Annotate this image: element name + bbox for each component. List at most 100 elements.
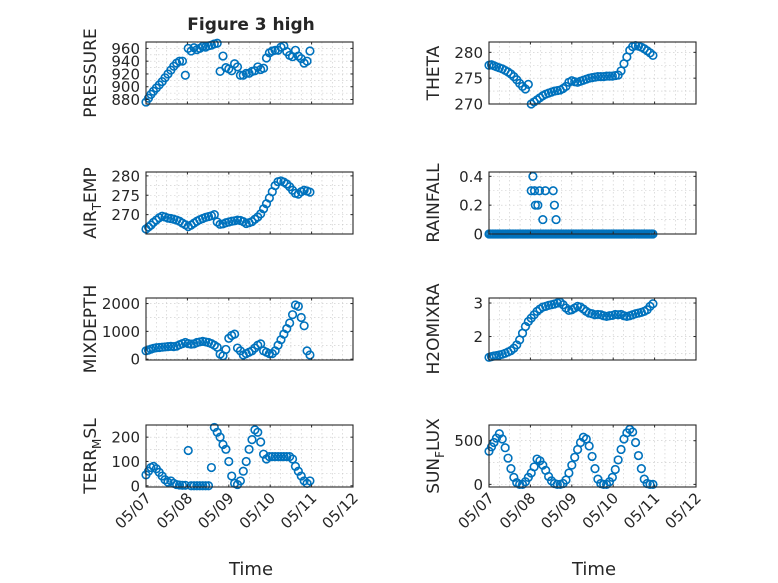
y-axis-label-main: AIR (81, 210, 101, 239)
y-tick-label: 275 (454, 70, 483, 88)
y-axis-label-rest: LUX (424, 418, 444, 451)
tick-marks (488, 298, 697, 360)
y-tick-label: 270 (111, 206, 140, 224)
data-point (633, 450, 644, 461)
y-tick-label: 100 (111, 453, 140, 471)
data-point (241, 68, 251, 78)
y-axis-label: MIXDEPTH (81, 285, 101, 374)
data-point (276, 452, 286, 462)
data-point (596, 72, 606, 82)
tick-marks (145, 172, 354, 234)
axes-box (145, 171, 354, 235)
y-tick-label: 0 (130, 351, 140, 369)
x-tick-label: 05/10 (579, 489, 622, 532)
x-tick-label: 05/11 (620, 489, 663, 532)
data-point (285, 318, 295, 328)
data-point (235, 70, 245, 80)
y-axis-label-main: TERR (81, 449, 101, 495)
x-tick-label: 05/07 (112, 489, 155, 532)
data-point (267, 452, 277, 462)
data-point (143, 222, 154, 232)
data-series (141, 38, 315, 107)
data-point (221, 444, 231, 454)
data-point (282, 452, 292, 462)
data-point (238, 466, 248, 476)
tick-marks (488, 42, 697, 105)
y-axis-label-subscript: F (433, 451, 447, 458)
data-point (247, 434, 257, 445)
y-tick-label: 0 (130, 477, 140, 495)
tick-marks (145, 425, 354, 487)
data-point (604, 71, 615, 81)
data-point (551, 214, 561, 225)
tick-marks (488, 172, 697, 235)
grid-lines (488, 42, 697, 105)
subplot-2: 270 275 280 THETA (424, 41, 697, 114)
data-point (227, 471, 237, 481)
y-axis-label: TERRMSL (81, 418, 104, 495)
y-tick-label: 275 (111, 187, 140, 205)
x-axis-label-right: Time (571, 559, 616, 580)
grid-lines (145, 424, 354, 487)
data-point (648, 299, 658, 309)
y-tick-label: 2 (473, 328, 483, 346)
data-point (628, 427, 638, 437)
data-point (500, 443, 510, 453)
x-tick-label: 05/12 (319, 489, 362, 532)
grid-lines (488, 172, 697, 235)
data-point (648, 50, 658, 61)
y-tick-label: 3 (473, 295, 483, 313)
data-series (484, 424, 658, 489)
data-point (218, 51, 228, 61)
data-point (636, 464, 646, 474)
data-point (538, 214, 548, 225)
y-tick-label: 0.2 (459, 197, 483, 215)
data-point (529, 462, 539, 472)
data-point (533, 200, 543, 210)
y-axis-label: THETA (424, 45, 444, 101)
axes-box (145, 424, 354, 488)
axes-box (145, 41, 354, 105)
x-axis-label-left: Time (228, 559, 273, 580)
data-point (198, 481, 208, 491)
axes-box (488, 297, 697, 361)
y-axis-label-rest: SL (81, 418, 101, 439)
y-tick-label: 0.4 (459, 168, 483, 186)
x-tick-label: 05/09 (194, 489, 237, 532)
data-point (506, 464, 516, 474)
data-point (287, 310, 298, 320)
y-tick-label: 920 (111, 65, 140, 83)
tick-marks (145, 42, 354, 104)
data-series (484, 41, 658, 109)
tick-marks (488, 425, 697, 487)
data-point (189, 481, 199, 491)
data-point (305, 476, 315, 486)
y-tick-label: 0 (473, 226, 483, 244)
data-point (616, 444, 626, 455)
data-point (180, 70, 190, 80)
y-axis-label-main: SUN (424, 458, 444, 494)
y-axis-label: H2OMIXRA (424, 283, 444, 374)
data-point (590, 464, 600, 474)
x-tick-label: 05/11 (277, 489, 320, 532)
data-point (221, 344, 231, 355)
data-series (141, 176, 315, 234)
data-point (270, 452, 280, 462)
y-tick-label: 280 (454, 44, 483, 62)
data-point (177, 56, 188, 66)
data-point (296, 312, 306, 323)
y-tick-label: 280 (111, 167, 140, 185)
y-tick-label: 900 (111, 78, 140, 96)
data-point (232, 62, 243, 72)
data-point (212, 38, 222, 48)
data-point (177, 480, 188, 490)
x-tick-label: 05/07 (455, 489, 498, 532)
y-tick-label: 940 (111, 53, 140, 71)
data-point (607, 472, 617, 482)
y-axis-label: RAINFALL (424, 163, 444, 243)
data-point (264, 452, 274, 462)
